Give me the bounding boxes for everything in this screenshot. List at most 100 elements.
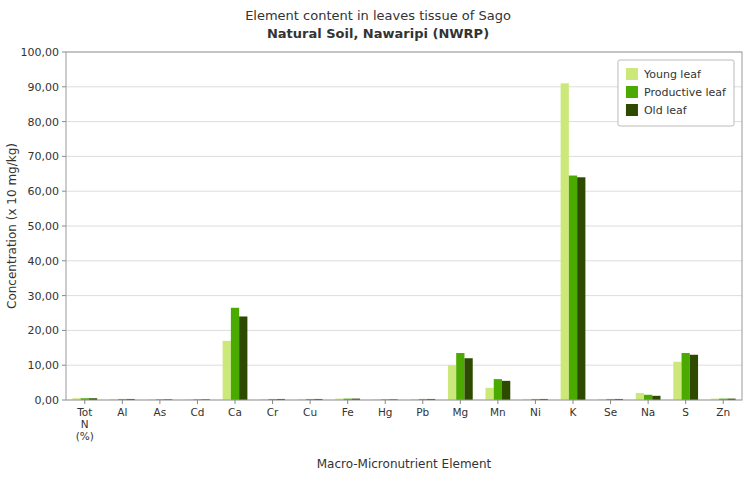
subtitle: Natural Soil, Nawaripi (NWRP) [267, 26, 489, 41]
legend-box [618, 60, 734, 126]
tick-label: Ni [530, 406, 541, 418]
bar [673, 362, 681, 400]
chart: Element content in leaves tissue of Sago… [0, 0, 756, 482]
legend-swatch [626, 104, 638, 116]
tick-mark [62, 156, 66, 157]
tick-label: Mg [452, 406, 468, 418]
tick-label: Al [117, 406, 127, 418]
x-axis-label: Macro-Micronutrient Element [317, 457, 492, 471]
tick-label: Ca [228, 406, 242, 418]
tick-mark [122, 400, 123, 404]
tick-label: 80,00 [28, 116, 60, 129]
legend-swatch [626, 86, 638, 98]
bar [502, 381, 510, 400]
tick-mark [159, 400, 160, 404]
series [72, 83, 719, 400]
tick-mark [723, 400, 724, 404]
tick-mark [62, 52, 66, 53]
series [81, 176, 728, 400]
tick-mark [62, 365, 66, 366]
tick-mark [347, 400, 348, 404]
tick-mark [84, 400, 85, 404]
grid-line [66, 156, 742, 157]
grid-line [66, 295, 742, 296]
tick-label: As [154, 406, 167, 418]
tick-mark [235, 400, 236, 404]
tick-mark [62, 121, 66, 122]
tick-label: 10,00 [28, 359, 60, 372]
legend-label: Young leaf [643, 68, 702, 81]
y-axis-label: Concentration (x 10 mg/kg) [5, 143, 19, 309]
tick-label: Zn [716, 406, 730, 418]
tick-label: 50,00 [28, 220, 60, 233]
grid-line [66, 260, 742, 261]
tick-label: Hg [378, 406, 393, 418]
tick-label: Cd [190, 406, 204, 418]
tick-mark [648, 400, 649, 404]
tick-label: Pb [416, 406, 429, 418]
bar [636, 393, 644, 400]
bar [494, 379, 502, 400]
tick-label: 20,00 [28, 324, 60, 337]
bar [448, 365, 456, 400]
bar [644, 395, 652, 400]
tick-label: 0,00 [35, 394, 60, 407]
tick-mark [62, 191, 66, 192]
tick-mark [422, 400, 423, 404]
tick-label: Se [604, 406, 617, 418]
tick-mark [62, 330, 66, 331]
bars [72, 83, 735, 400]
tick-mark [197, 400, 198, 404]
tick-mark [62, 226, 66, 227]
legend-label: Productive leaf [644, 86, 727, 99]
x-axis: TotN(%)AlAsCdCaCrCuFeHgPbMgMnNiKSeNaSZn [76, 400, 730, 442]
tick-label: 60,00 [28, 185, 60, 198]
y-axis: 0,00 10,00 20,00 30,00 40,00 50,00 60,00 70,00 8… [21, 46, 67, 407]
bar [231, 308, 239, 400]
plot-frame [66, 52, 742, 400]
bar [690, 355, 698, 400]
grid-line [66, 330, 742, 331]
grid-line [66, 365, 742, 366]
tick-mark [497, 400, 498, 404]
grid [66, 52, 742, 400]
bar [569, 176, 577, 400]
tick-mark [62, 86, 66, 87]
tick-mark [573, 400, 574, 404]
tick-mark [685, 400, 686, 404]
bar [577, 177, 585, 400]
tick-label: 30,00 [28, 290, 60, 303]
tick-label: Fe [342, 406, 354, 418]
legend-swatch [626, 68, 638, 80]
tick-mark [460, 400, 461, 404]
legend: Young leaf Productive leaf Old leaf [618, 60, 734, 126]
tick-mark [310, 400, 311, 404]
tick-label: K [570, 406, 578, 418]
tick-mark [610, 400, 611, 404]
tick-label: 90,00 [28, 81, 60, 94]
bar [682, 353, 690, 400]
tick-mark [62, 400, 66, 401]
tick-label: 40,00 [28, 255, 60, 268]
legend-label: Old leaf [644, 104, 688, 117]
bar [652, 396, 660, 400]
bar [464, 358, 472, 400]
grid-line [66, 226, 742, 227]
bar [239, 316, 247, 400]
tick-label: 70,00 [28, 150, 60, 163]
tick-label: TotN(%) [76, 406, 94, 442]
bar [485, 388, 493, 400]
tick-label: S [682, 406, 689, 418]
bar [561, 83, 569, 400]
grid-line [66, 191, 742, 192]
tick-label: Cu [303, 406, 317, 418]
title: Element content in leaves tissue of Sago [245, 8, 511, 23]
tick-mark [535, 400, 536, 404]
tick-mark [385, 400, 386, 404]
tick-label: Cr [267, 406, 279, 418]
bar [456, 353, 464, 400]
series [89, 177, 736, 400]
tick-mark [272, 400, 273, 404]
tick-label: Na [641, 406, 655, 418]
tick-mark [62, 260, 66, 261]
